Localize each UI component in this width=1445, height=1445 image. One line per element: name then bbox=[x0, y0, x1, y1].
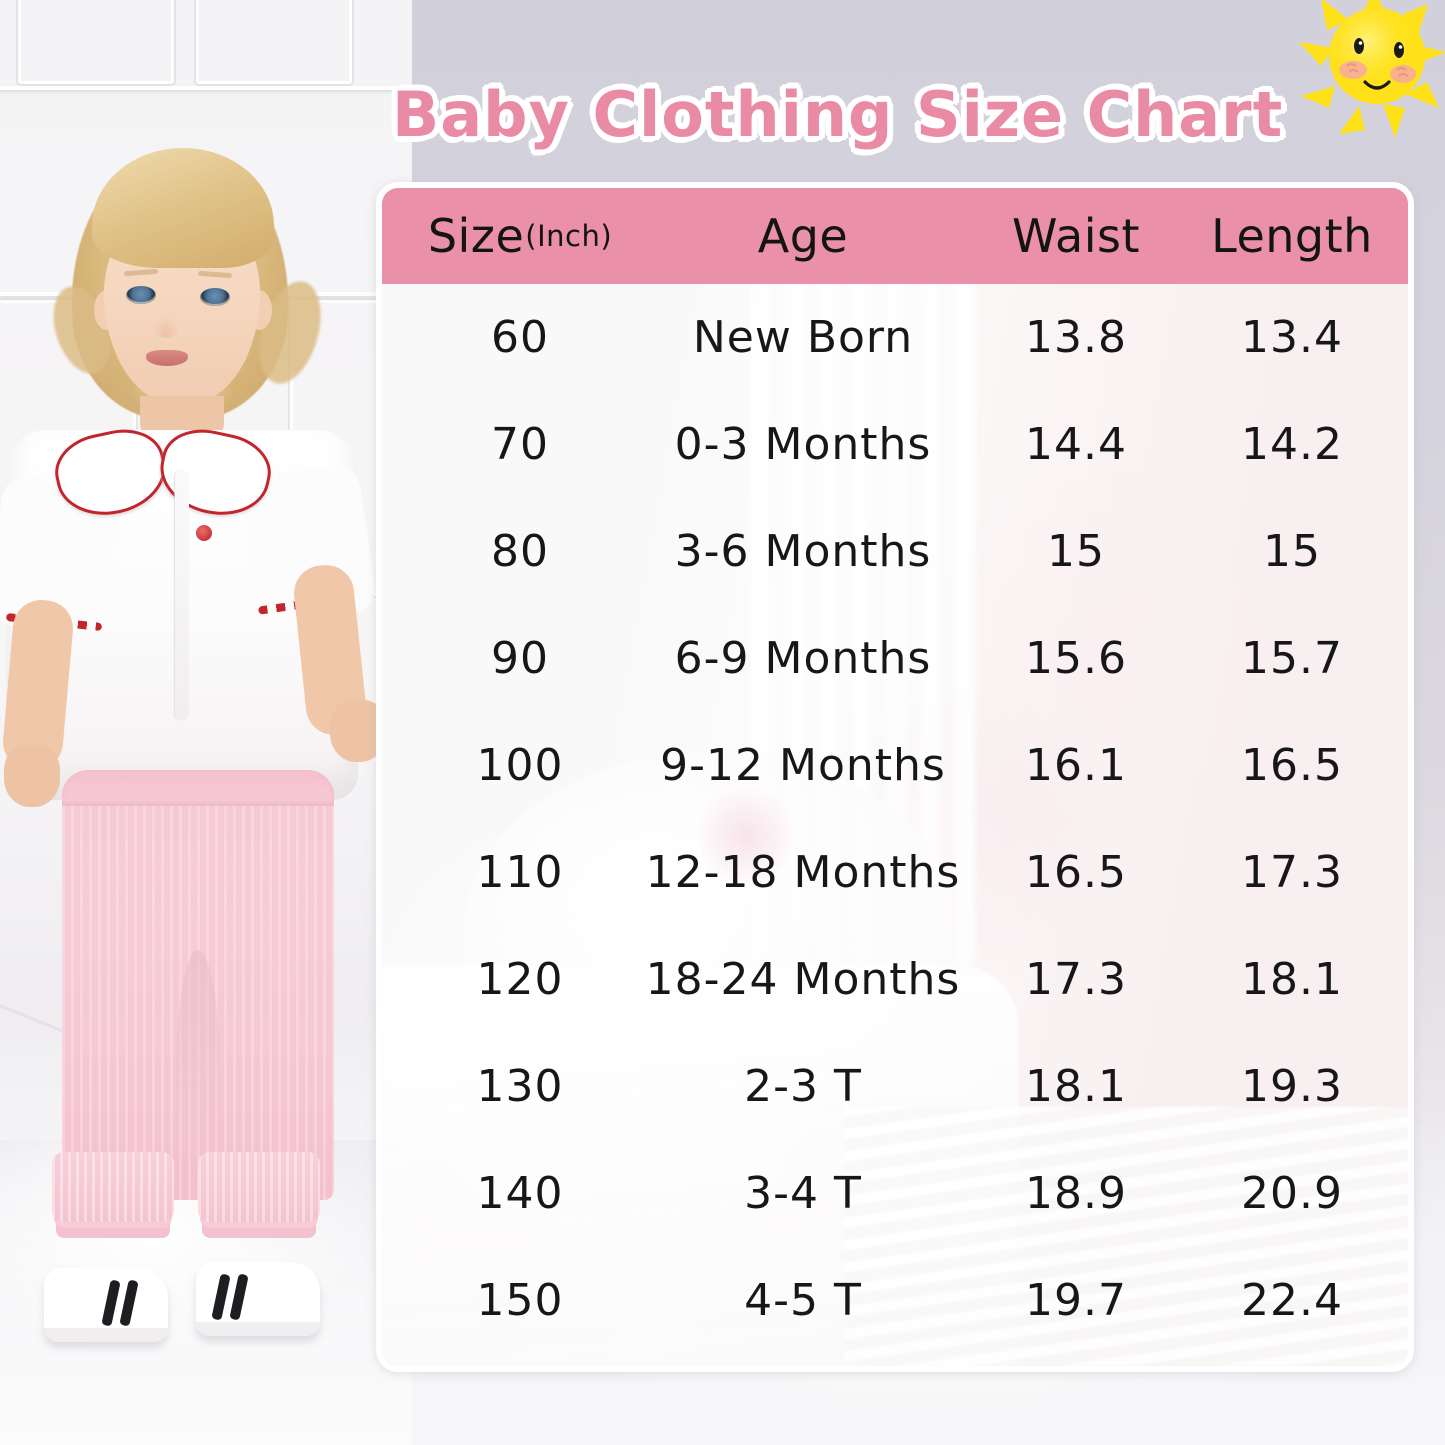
cell-length: 22.4 bbox=[1241, 1275, 1343, 1326]
cell-age: 9-12 Months bbox=[660, 740, 946, 791]
leggings-waistband bbox=[62, 770, 334, 806]
table-row: 100 9-12 Months 16.1 16.5 bbox=[382, 712, 1408, 819]
panel-bg-blanket bbox=[843, 1106, 1408, 1366]
column-header-waist: Waist bbox=[1011, 209, 1140, 263]
cell-age: 3-6 Months bbox=[674, 526, 932, 577]
cell-age: 0-3 Months bbox=[674, 419, 932, 470]
table-body: 60 New Born 13.8 13.4 70 0-3 Months 14.4 14.2 80… bbox=[382, 284, 1408, 1366]
cell-length: 18.1 bbox=[1241, 954, 1343, 1005]
cell-waist: 15 bbox=[1047, 526, 1105, 577]
size-chart-panel: Size (Inch) Age Waist Length 60 New Born 13… bbox=[376, 182, 1414, 1372]
hand bbox=[4, 745, 60, 807]
shoe-stripe bbox=[101, 1279, 121, 1327]
wall-moulding bbox=[196, 0, 352, 84]
shoe-stripe bbox=[211, 1273, 231, 1321]
cell-size: 120 bbox=[476, 954, 564, 1005]
table-row: 70 0-3 Months 14.4 14.2 bbox=[382, 391, 1408, 498]
column-header-size-label: Size bbox=[427, 209, 525, 263]
cell-waist: 13.8 bbox=[1025, 312, 1127, 363]
cell-size: 100 bbox=[476, 740, 564, 791]
cell-age: 18-24 Months bbox=[645, 954, 961, 1005]
page-title: Baby Clothing Size Chart bbox=[392, 78, 1284, 151]
cell-waist: 16.5 bbox=[1025, 847, 1127, 898]
table-header-row: Size (Inch) Age Waist Length bbox=[382, 188, 1408, 284]
table-row: 90 6-9 Months 15.6 15.7 bbox=[382, 605, 1408, 712]
wall-line bbox=[0, 86, 412, 90]
table-row: 130 2-3 T 18.1 19.3 bbox=[382, 1033, 1408, 1140]
cell-waist: 17.3 bbox=[1025, 954, 1127, 1005]
child-model bbox=[0, 0, 412, 1445]
table-row: 110 12-18 Months 16.5 17.3 bbox=[382, 819, 1408, 926]
cell-age: 3-4 T bbox=[744, 1168, 862, 1219]
sun-icon bbox=[1299, 0, 1445, 140]
leg-ruffle bbox=[52, 1152, 174, 1222]
mouth bbox=[146, 350, 188, 366]
cell-length: 16.5 bbox=[1241, 740, 1343, 791]
cell-age: 6-9 Months bbox=[674, 633, 932, 684]
cell-length: 15 bbox=[1263, 526, 1321, 577]
shoe-stripe bbox=[229, 1273, 249, 1321]
column-header-length: Length bbox=[1211, 209, 1373, 263]
cell-age: 4-5 T bbox=[744, 1275, 862, 1326]
sneaker bbox=[196, 1262, 320, 1336]
wall-moulding bbox=[18, 0, 174, 84]
column-header-age: Age bbox=[757, 209, 849, 263]
cell-length: 17.3 bbox=[1241, 847, 1343, 898]
table-row: 120 18-24 Months 17.3 18.1 bbox=[382, 926, 1408, 1033]
cell-waist: 18.1 bbox=[1025, 1061, 1127, 1112]
cell-waist: 19.7 bbox=[1025, 1275, 1127, 1326]
cell-age: 2-3 T bbox=[744, 1061, 862, 1112]
panel-overlay bbox=[382, 188, 1408, 1366]
eye bbox=[126, 286, 156, 304]
cell-age: New Born bbox=[692, 312, 914, 363]
table-row: 140 3-4 T 18.9 20.9 bbox=[382, 1140, 1408, 1247]
cell-size: 140 bbox=[476, 1168, 564, 1219]
cell-size: 130 bbox=[476, 1061, 564, 1112]
shoe-sole bbox=[196, 1322, 320, 1336]
cell-length: 14.2 bbox=[1241, 419, 1343, 470]
panel-bg-cheek bbox=[700, 777, 793, 895]
cell-length: 20.9 bbox=[1241, 1168, 1343, 1219]
cell-waist: 15.6 bbox=[1025, 633, 1127, 684]
cell-size: 60 bbox=[491, 312, 549, 363]
nose bbox=[152, 316, 180, 338]
table-row: 80 3-6 Months 15 15 bbox=[382, 498, 1408, 605]
cell-length: 19.3 bbox=[1241, 1061, 1343, 1112]
cell-size: 80 bbox=[491, 526, 549, 577]
column-header-size: Size (Inch) bbox=[402, 188, 638, 284]
cell-waist: 18.9 bbox=[1025, 1168, 1127, 1219]
cell-size: 70 bbox=[491, 419, 549, 470]
red-button bbox=[196, 525, 212, 541]
shoe-sole bbox=[44, 1328, 168, 1342]
eye bbox=[200, 288, 230, 306]
cell-size: 110 bbox=[476, 847, 564, 898]
cell-length: 15.7 bbox=[1241, 633, 1343, 684]
cell-size: 90 bbox=[491, 633, 549, 684]
shirt-placket bbox=[175, 470, 189, 720]
leg-ruffle bbox=[198, 1152, 320, 1222]
cell-length: 13.4 bbox=[1241, 312, 1343, 363]
cell-waist: 14.4 bbox=[1025, 419, 1127, 470]
sneaker bbox=[44, 1268, 168, 1342]
hair-fringe bbox=[92, 148, 274, 268]
cell-age: 12-18 Months bbox=[645, 847, 961, 898]
product-photo bbox=[0, 0, 412, 1445]
cell-size: 150 bbox=[476, 1275, 564, 1326]
cell-waist: 16.1 bbox=[1025, 740, 1127, 791]
shoe-stripe bbox=[119, 1279, 139, 1327]
table-row: 150 4-5 T 19.7 22.4 bbox=[382, 1247, 1408, 1354]
column-header-size-unit: (Inch) bbox=[525, 219, 613, 253]
table-row: 60 New Born 13.8 13.4 bbox=[382, 284, 1408, 391]
